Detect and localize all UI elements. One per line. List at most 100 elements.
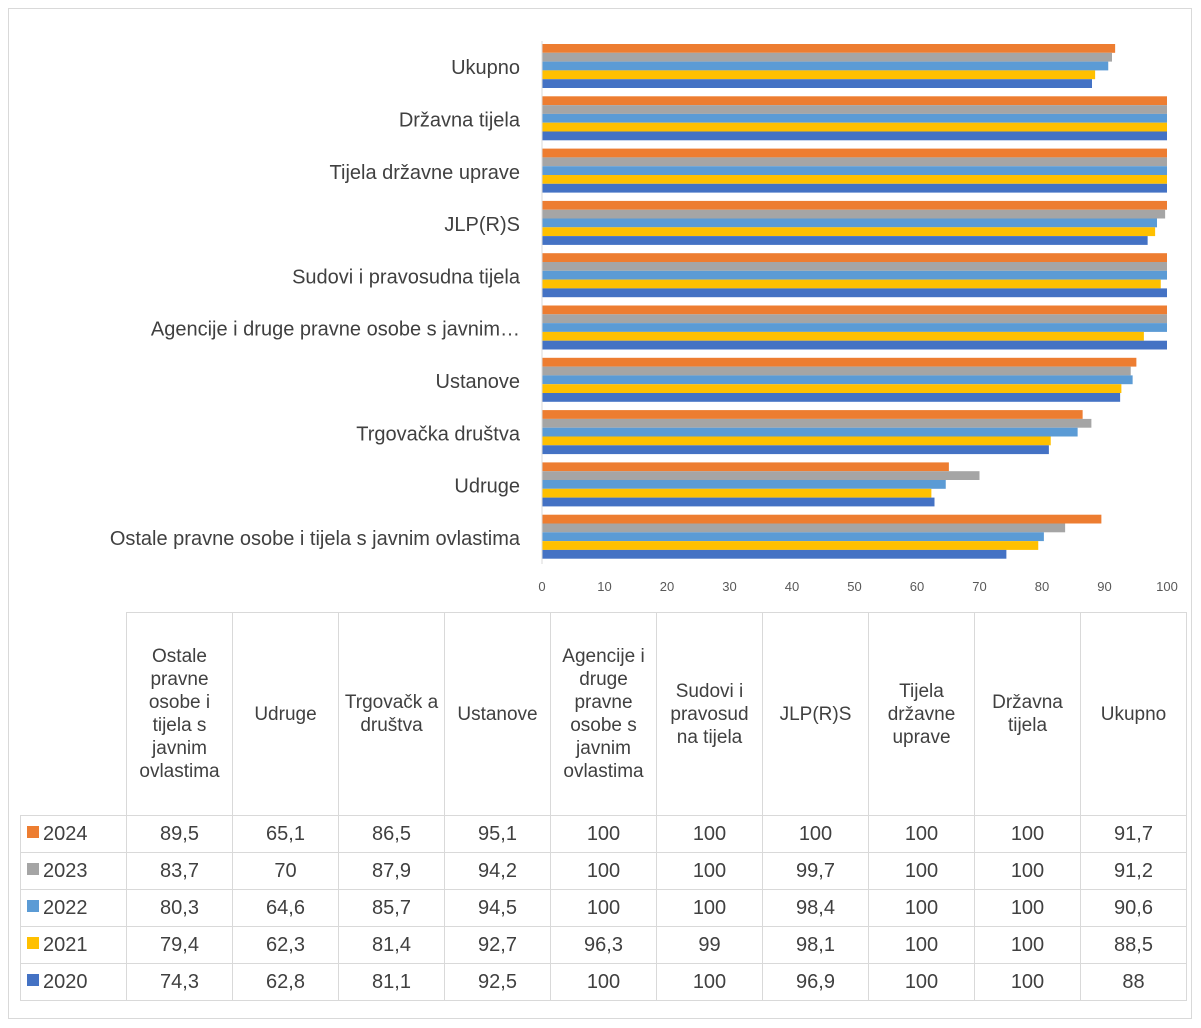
table-cell: 94,5 bbox=[444, 889, 551, 927]
bar-2021-9 bbox=[542, 122, 1167, 132]
table-cell: 74,3 bbox=[126, 963, 233, 1001]
table-cell: 96,3 bbox=[550, 926, 657, 964]
table-cell: 100 bbox=[656, 852, 763, 890]
table-cell: 96,9 bbox=[762, 963, 869, 1001]
legend-swatch-icon bbox=[27, 826, 39, 839]
table-column-header: Ostale pravne osobe i tijela s javnim ov… bbox=[126, 612, 233, 816]
table-cell: 100 bbox=[656, 963, 763, 1001]
table-cell: 100 bbox=[974, 889, 1081, 927]
table-cell: 70 bbox=[232, 852, 339, 890]
category-label: Udruge bbox=[454, 476, 520, 498]
table-cell: 81,1 bbox=[338, 963, 445, 1001]
table-cell: 100 bbox=[974, 963, 1081, 1001]
bar-2024-10 bbox=[542, 44, 1116, 53]
legend-entry: 2024 bbox=[20, 815, 127, 853]
category-label: Sudovi i pravosudna tijela bbox=[292, 266, 521, 288]
table-cell: 92,5 bbox=[444, 963, 551, 1001]
table-corner-cell bbox=[20, 612, 127, 816]
bar-2021-10 bbox=[542, 70, 1096, 80]
legend-entry: 2021 bbox=[20, 926, 127, 964]
legend-series-name: 2021 bbox=[43, 933, 88, 956]
x-tick-label: 30 bbox=[722, 579, 736, 594]
table-cell: 99,7 bbox=[762, 852, 869, 890]
bar-chart: Ukupno Državna tijela Tijela državne uprav… bbox=[110, 41, 1178, 594]
x-tick-label: 0 bbox=[538, 579, 545, 594]
table-cell: 62,3 bbox=[232, 926, 339, 964]
table-cell: 100 bbox=[656, 815, 763, 853]
table-cell: 90,6 bbox=[1080, 889, 1187, 927]
bar-2020-8 bbox=[542, 183, 1167, 193]
table-cell: 100 bbox=[550, 815, 657, 853]
table-cell: 100 bbox=[974, 815, 1081, 853]
category-label: Ukupno bbox=[451, 57, 520, 79]
bar-2022-7 bbox=[542, 218, 1157, 228]
legend-entry: 2023 bbox=[20, 852, 127, 890]
table-column-header: Sudovi i pravosud na tijela bbox=[656, 612, 763, 816]
bar-2023-5 bbox=[542, 314, 1167, 324]
table-cell: 98,4 bbox=[762, 889, 869, 927]
table-cell: 86,5 bbox=[338, 815, 445, 853]
table-cell: 87,9 bbox=[338, 852, 445, 890]
category-label: Ostale pravne osobe i tijela s javnim ov… bbox=[110, 528, 521, 550]
category-label: Agencije i druge pravne osobe s javnim… bbox=[151, 319, 520, 341]
table-cell: 100 bbox=[550, 963, 657, 1001]
category-labels: Ukupno Državna tijela Tijela državne uprav… bbox=[110, 57, 521, 550]
bar-2023-6 bbox=[542, 262, 1167, 271]
bar-2021-8 bbox=[542, 175, 1167, 184]
bar-2022-3 bbox=[542, 427, 1078, 437]
legend-series-name: 2020 bbox=[43, 970, 88, 993]
bar-2024-9 bbox=[542, 96, 1167, 106]
bar-2023-7 bbox=[542, 209, 1166, 219]
table-cell: 85,7 bbox=[338, 889, 445, 927]
table-column-header: Udruge bbox=[232, 612, 339, 816]
bar-2022-9 bbox=[542, 113, 1167, 123]
table-cell: 94,2 bbox=[444, 852, 551, 890]
category-label: Tijela državne uprave bbox=[330, 162, 520, 184]
category-label: Ustanove bbox=[436, 371, 521, 393]
bar-2022-5 bbox=[542, 323, 1167, 332]
table-row: 2022 80,3 64,6 85,7 94,5 100 100 98,4 100 100 90,6 bbox=[20, 889, 1187, 927]
bar-2023-8 bbox=[542, 157, 1167, 167]
table-column-header: Ustanove bbox=[444, 612, 551, 816]
table-cell: 64,6 bbox=[232, 889, 339, 927]
table-cell: 100 bbox=[868, 889, 975, 927]
bar-2024-1 bbox=[542, 514, 1102, 524]
x-tick-label: 10 bbox=[597, 579, 611, 594]
table-column-header: JLP(R)S bbox=[762, 612, 869, 816]
legend-series-name: 2024 bbox=[43, 822, 88, 845]
table-cell: 91,2 bbox=[1080, 852, 1187, 890]
bar-2023-3 bbox=[542, 418, 1092, 428]
bar-2024-6 bbox=[542, 253, 1167, 262]
x-tick-label: 40 bbox=[785, 579, 799, 594]
bar-2021-6 bbox=[542, 279, 1161, 289]
bar-2023-2 bbox=[542, 471, 980, 480]
table-column-header: Tijela državne uprave bbox=[868, 612, 975, 816]
bar-2020-1 bbox=[542, 549, 1007, 559]
table-row: 2021 79,4 62,3 81,4 92,7 96,3 99 98,1 100 100 88,5 bbox=[20, 926, 1187, 964]
legend-swatch-icon bbox=[27, 974, 39, 987]
legend-entry: 2020 bbox=[20, 963, 127, 1001]
bar-2024-3 bbox=[542, 410, 1083, 419]
table-cell: 100 bbox=[868, 815, 975, 853]
bar-2021-1 bbox=[542, 541, 1039, 550]
bar-2023-10 bbox=[542, 52, 1112, 62]
bar-2020-2 bbox=[542, 497, 935, 507]
x-tick-label: 70 bbox=[972, 579, 986, 594]
bar-2020-9 bbox=[542, 131, 1167, 141]
table-row: 2023 83,7 70 87,9 94,2 100 100 99,7 100 100 91,2 bbox=[20, 852, 1187, 890]
bar-2020-6 bbox=[542, 288, 1167, 298]
table-column-header: Agencije i druge pravne osobe s javnim o… bbox=[550, 612, 657, 816]
x-tick-label: 20 bbox=[660, 579, 674, 594]
table-row: 2020 74,3 62,8 81,1 92,5 100 100 96,9 100 100 88 bbox=[20, 963, 1187, 1001]
x-tick-label: 60 bbox=[910, 579, 924, 594]
table-cell: 88,5 bbox=[1080, 926, 1187, 964]
x-tick-label: 50 bbox=[847, 579, 861, 594]
table-cell: 100 bbox=[762, 815, 869, 853]
category-label: JLP(R)S bbox=[444, 214, 520, 236]
legend-swatch-icon bbox=[27, 937, 39, 950]
bar-2023-4 bbox=[542, 366, 1131, 376]
table-cell: 100 bbox=[550, 889, 657, 927]
data-table: Ostale pravne osobe i tijela s javnim ov… bbox=[20, 612, 1187, 1001]
bar-2020-3 bbox=[542, 445, 1049, 455]
table-cell: 89,5 bbox=[126, 815, 233, 853]
